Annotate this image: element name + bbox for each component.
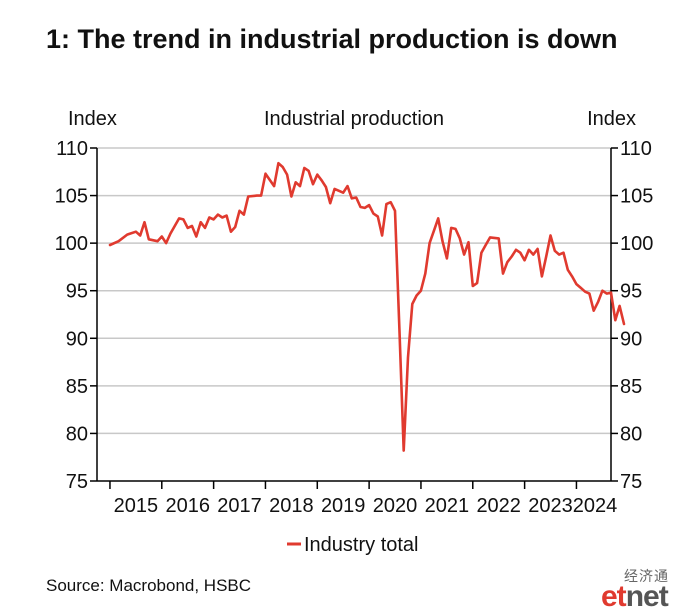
y-axis-label-left: Index	[68, 108, 117, 130]
y-tick-label-left-100: 100	[55, 233, 88, 255]
y-tick-label-left-75: 75	[66, 471, 88, 493]
x-tick-label-2018: 2018	[269, 495, 314, 517]
x-tick-label-2019: 2019	[321, 495, 366, 517]
y-tick-label-left-95: 95	[66, 281, 88, 303]
x-tick-label-2024: 2024	[573, 495, 618, 517]
y-tick-label-right-85: 85	[620, 376, 642, 398]
y-tick-label-right-110: 110	[620, 138, 652, 160]
chart-title: 1: The trend in industrial production is…	[46, 24, 618, 54]
x-tick-label-2020: 2020	[373, 495, 418, 517]
series-layer	[108, 161, 626, 452]
legend: Industry total	[287, 534, 419, 556]
x-tick-label-2015: 2015	[114, 495, 159, 517]
tick-labels: 75 75 80 80 85 85 90 90 95 95 100 100 105 105 110 110 20…	[55, 138, 654, 517]
y-tick-label-left-105: 105	[55, 186, 88, 208]
etnet-logo: etnet	[601, 580, 669, 614]
y-tick-label-left-80: 80	[66, 423, 88, 445]
watermark-chinese: 经济通	[624, 568, 669, 584]
source-note: Source: Macrobond, HSBC	[46, 576, 252, 595]
grid-lines	[97, 147, 611, 435]
y-tick-label-right-95: 95	[620, 281, 642, 303]
legend-label-industry-total: Industry total	[304, 534, 419, 556]
series-line-industry-total	[108, 161, 626, 452]
y-tick-label-left-110: 110	[56, 138, 88, 160]
y-tick-label-right-90: 90	[620, 328, 642, 350]
x-tick-label-2017: 2017	[217, 495, 262, 517]
logo-et: et	[601, 580, 627, 613]
x-tick-label-2021: 2021	[425, 495, 470, 517]
axes	[90, 147, 618, 489]
x-tick-label-2022: 2022	[476, 495, 521, 517]
x-tick-label-2016: 2016	[165, 495, 210, 517]
logo-net: net	[625, 580, 669, 613]
y-tick-label-right-80: 80	[620, 423, 642, 445]
y-tick-label-right-100: 100	[620, 233, 653, 255]
y-axis-label-right: Index	[587, 108, 636, 130]
y-tick-label-right-105: 105	[620, 186, 653, 208]
y-tick-label-left-85: 85	[66, 376, 88, 398]
x-tick-label-2023: 2023	[528, 495, 573, 517]
y-tick-label-right-75: 75	[620, 471, 642, 493]
plot-subtitle: Industrial production	[264, 108, 444, 130]
y-tick-label-left-90: 90	[66, 328, 88, 350]
